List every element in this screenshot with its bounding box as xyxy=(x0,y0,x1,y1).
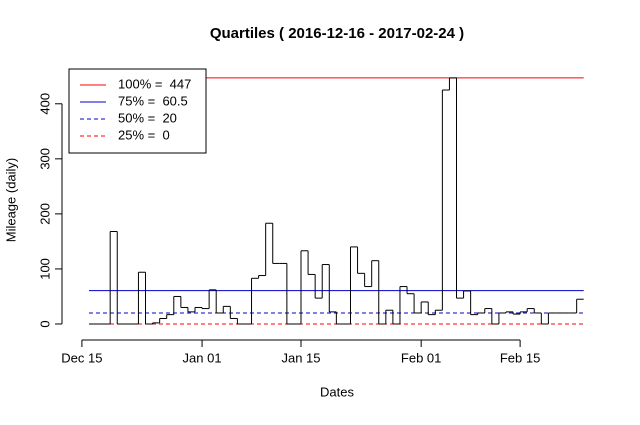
chart-title: Quartiles ( 2016-12-16 - 2017-02-24 ) xyxy=(210,25,464,42)
legend-label: 25% = 0 xyxy=(118,127,170,142)
legend-box xyxy=(68,68,207,154)
x-tick-label: Jan 01 xyxy=(183,350,222,365)
y-tick-label: 200 xyxy=(37,203,52,225)
legend-label: 50% = 20 xyxy=(118,110,177,125)
x-axis-label: Dates xyxy=(320,384,354,399)
legend-label: 75% = 60.5 xyxy=(118,93,188,108)
y-tick-label: 0 xyxy=(37,320,52,327)
x-tick-label: Feb 15 xyxy=(500,350,540,365)
y-tick-label: 300 xyxy=(37,148,52,170)
y-axis-label: Mileage (daily) xyxy=(3,158,18,243)
x-tick-label: Jan 15 xyxy=(281,350,320,365)
y-tick-label: 400 xyxy=(37,93,52,115)
x-tick-label: Dec 15 xyxy=(61,350,102,365)
y-tick-label: 100 xyxy=(37,258,52,280)
legend-label: 100% = 447 xyxy=(118,76,191,91)
x-tick-label: Feb 01 xyxy=(401,350,441,365)
